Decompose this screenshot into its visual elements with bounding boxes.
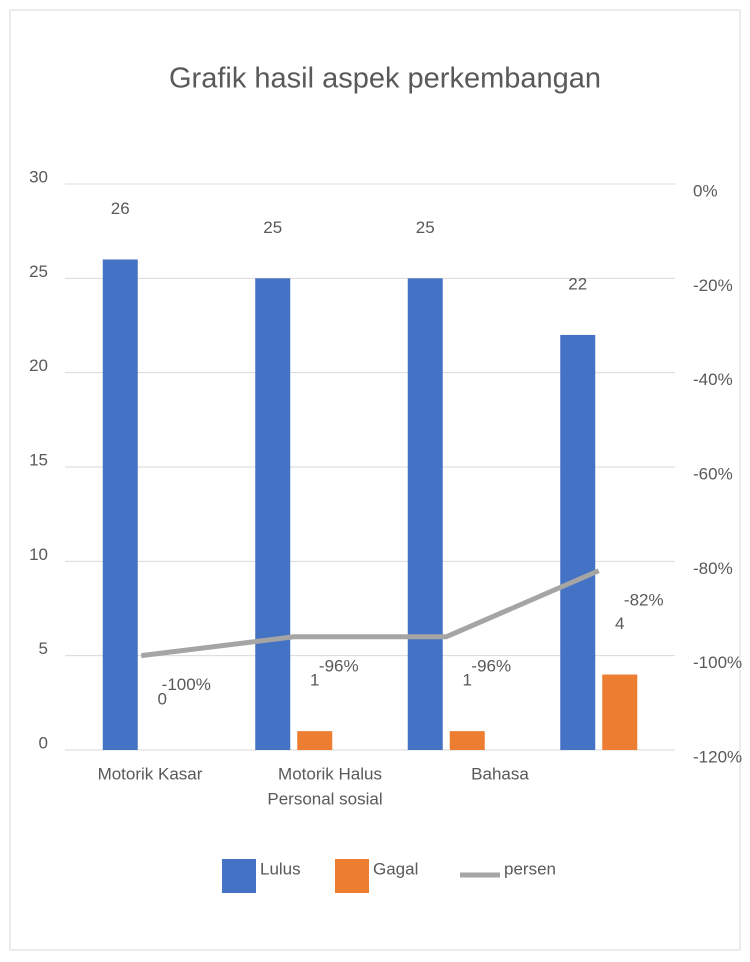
data-label: 25 bbox=[416, 218, 435, 237]
y2-tick-label: -40% bbox=[693, 370, 733, 389]
y-tick-label: 25 bbox=[29, 262, 48, 281]
x-tick-label: Personal sosial bbox=[267, 789, 382, 808]
x-tick-label: Bahasa bbox=[471, 764, 529, 783]
data-label: -96% bbox=[471, 656, 511, 675]
legend-swatch bbox=[222, 859, 256, 893]
data-label: -96% bbox=[319, 656, 359, 675]
data-label: 25 bbox=[263, 218, 282, 237]
data-label: 1 bbox=[310, 671, 319, 690]
y-tick-label: 10 bbox=[29, 545, 48, 564]
x-tick-label: Motorik Halus bbox=[278, 764, 382, 783]
bar bbox=[255, 278, 291, 750]
bar bbox=[297, 731, 333, 750]
y-tick-label: 0 bbox=[39, 733, 48, 752]
data-label: 0 bbox=[158, 689, 167, 708]
data-label: 1 bbox=[463, 671, 472, 690]
data-label: -82% bbox=[624, 590, 664, 609]
line bbox=[140, 568, 600, 659]
legend-label: Lulus bbox=[260, 859, 301, 878]
y2-tick-label: -80% bbox=[693, 559, 733, 578]
bar bbox=[407, 278, 443, 750]
legend-swatch bbox=[335, 859, 369, 893]
bar bbox=[560, 334, 596, 750]
data-label: 4 bbox=[615, 614, 624, 633]
y2-tick-label: -120% bbox=[693, 747, 742, 766]
y2-tick-label: 0% bbox=[693, 181, 718, 200]
y-tick-label: 20 bbox=[29, 356, 48, 375]
y-tick-label: 15 bbox=[29, 450, 48, 469]
data-label: 22 bbox=[568, 274, 587, 293]
y2-tick-label: -100% bbox=[693, 653, 742, 672]
y2-tick-label: -20% bbox=[693, 276, 733, 295]
x-tick-label: Motorik Kasar bbox=[98, 764, 203, 783]
legend-label: Gagal bbox=[373, 859, 418, 878]
y-tick-label: 5 bbox=[39, 639, 48, 658]
bar bbox=[602, 674, 638, 750]
y2-tick-label: -60% bbox=[693, 464, 733, 483]
legend-label: persen bbox=[504, 859, 556, 878]
bar bbox=[102, 259, 138, 750]
bar bbox=[449, 731, 485, 750]
data-label: 26 bbox=[111, 199, 130, 218]
chart-title: Grafik hasil aspek perkembangan bbox=[169, 63, 601, 95]
data-label: -100% bbox=[162, 675, 211, 694]
y-tick-label: 30 bbox=[29, 167, 48, 186]
